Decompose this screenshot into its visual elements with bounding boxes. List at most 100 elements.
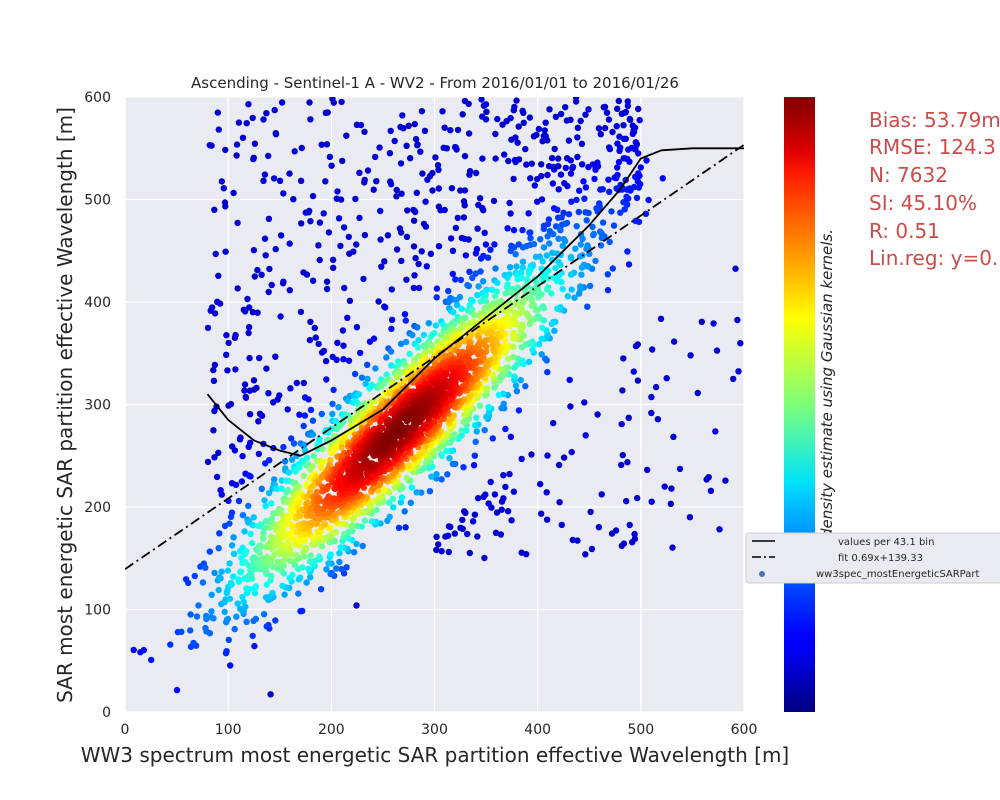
scatter-point <box>504 274 511 282</box>
scatter-point <box>251 589 259 597</box>
scatter-point <box>447 235 455 242</box>
scatter-point <box>235 119 243 126</box>
scatter-point <box>265 288 272 296</box>
scatter-point <box>568 448 575 456</box>
scatter-point <box>606 188 613 195</box>
scatter-point <box>252 583 260 590</box>
scatter-point <box>213 473 221 481</box>
scatter-point <box>623 497 630 505</box>
scatter-point <box>621 109 628 116</box>
scatter-point <box>552 223 560 230</box>
scatter-point <box>232 366 239 373</box>
scatter-point <box>459 516 466 524</box>
scatter-point <box>504 508 512 515</box>
scatter-point <box>222 248 229 255</box>
scatter-point <box>519 264 526 271</box>
scatter-point <box>289 523 296 530</box>
scatter-point <box>444 471 451 478</box>
scatter-point <box>325 229 333 236</box>
scatter-point <box>539 258 546 265</box>
scatter-point <box>562 104 569 111</box>
scatter-point <box>631 535 639 542</box>
scatter-point <box>505 355 512 363</box>
scatter-point <box>457 276 465 284</box>
scatter-point <box>613 174 620 182</box>
scatter-point <box>359 542 366 550</box>
scatter-point <box>629 130 636 138</box>
scatter-point <box>320 210 327 217</box>
scatter-point <box>493 330 501 338</box>
scatter-point <box>340 224 348 231</box>
scatter-point <box>370 498 378 505</box>
scatter-point <box>307 519 315 527</box>
scatter-point <box>495 391 503 399</box>
scatter-point <box>614 105 621 113</box>
scatter-point <box>370 335 378 342</box>
scatter-point <box>244 295 251 303</box>
scatter-point <box>278 542 285 549</box>
scatter-point <box>239 452 246 460</box>
scatter-point <box>551 327 558 334</box>
scatter-point <box>712 428 719 435</box>
scatter-point <box>378 263 385 270</box>
scatter-point <box>340 342 347 349</box>
scatter-point <box>730 375 737 383</box>
scatter-point <box>254 309 261 316</box>
scatter-point <box>584 303 591 310</box>
scatter-point <box>236 436 244 443</box>
scatter-point <box>262 252 269 259</box>
scatter-point <box>336 558 343 566</box>
scatter-point <box>398 369 405 376</box>
scatter-point <box>393 193 400 200</box>
scatter-point <box>514 355 522 362</box>
scatter-point <box>466 171 473 178</box>
scatter-point <box>227 400 235 408</box>
scatter-point <box>325 560 332 567</box>
scatter-point <box>449 270 456 278</box>
scatter-point <box>259 535 267 542</box>
scatter-point <box>482 360 489 367</box>
scatter-point <box>187 627 194 634</box>
scatter-point <box>582 184 590 191</box>
scatter-point <box>243 618 250 625</box>
scatter-point <box>499 121 506 128</box>
scatter-point <box>538 196 546 203</box>
scatter-point <box>422 198 429 205</box>
scatter-point <box>377 418 384 425</box>
scatter-point <box>510 329 517 337</box>
scatter-point <box>580 178 587 185</box>
x-axis-label: WW3 spectrum most energetic SAR partitio… <box>81 743 790 767</box>
scatter-point <box>425 320 432 327</box>
scatter-point <box>272 353 279 360</box>
scatter-point <box>311 324 318 332</box>
scatter-point <box>228 581 235 588</box>
scatter-point <box>210 427 217 434</box>
scatter-point <box>452 224 460 232</box>
scatter-point <box>609 265 616 272</box>
scatter-point <box>663 375 670 382</box>
scatter-point <box>245 443 252 450</box>
scatter-point <box>610 222 618 229</box>
scatter-point <box>613 123 620 130</box>
scatter-point <box>626 116 634 124</box>
scatter-point <box>231 625 238 633</box>
scatter-point <box>341 284 348 292</box>
scatter-point <box>595 125 603 132</box>
scatter-point <box>210 377 218 384</box>
scatter-point <box>403 142 410 149</box>
scatter-point <box>514 284 521 291</box>
scatter-point <box>297 308 305 316</box>
scatter-point <box>397 229 405 236</box>
chart-title: Ascending - Sentinel-1 A - WV2 - From 20… <box>191 74 679 92</box>
scatter-point <box>278 485 285 492</box>
scatter-point <box>296 411 303 418</box>
scatter-point <box>418 248 425 255</box>
scatter-point <box>235 497 243 505</box>
scatter-point <box>277 313 284 320</box>
scatter-point <box>251 273 258 280</box>
scatter-point <box>337 422 344 429</box>
scatter-point <box>226 560 233 567</box>
scatter-point <box>247 530 254 538</box>
scatter-point <box>323 566 330 573</box>
scatter-point <box>368 518 376 525</box>
